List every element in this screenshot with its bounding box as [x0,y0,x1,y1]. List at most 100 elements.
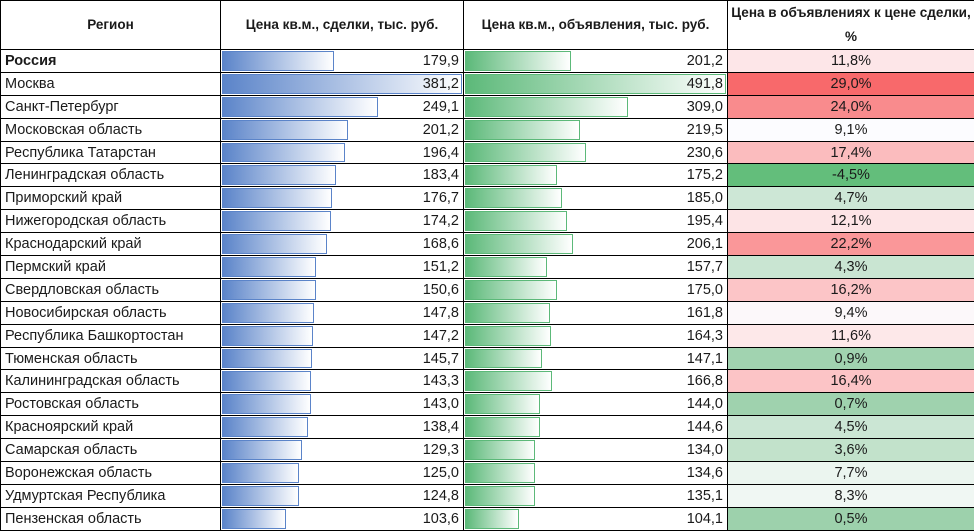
cell-region[interactable]: Новосибирская область [1,301,221,324]
cell-ratio[interactable]: 11,6% [728,324,974,347]
cell-region[interactable]: Приморский край [1,187,221,210]
cell-ratio[interactable]: 0,9% [728,347,974,370]
cell-region[interactable]: Краснодарский край [1,233,221,256]
cell-deal-price[interactable]: 183,4 [221,164,464,187]
cell-ratio[interactable]: 4,3% [728,256,974,279]
cell-ad-price[interactable]: 230,6 [464,141,728,164]
cell-deal-price[interactable]: 103,6 [221,507,464,530]
cell-deal-price[interactable]: 124,8 [221,484,464,507]
cell-region[interactable]: Московская область [1,118,221,141]
cell-region[interactable]: Ленинградская область [1,164,221,187]
cell-region[interactable]: Красноярский край [1,416,221,439]
cell-deal-price[interactable]: 174,2 [221,210,464,233]
cell-ad-price[interactable]: 195,4 [464,210,728,233]
cell-ratio[interactable]: 17,4% [728,141,974,164]
deal-value: 143,3 [423,373,463,389]
header-deal-price[interactable]: Цена кв.м., сделки, тыс. руб. [221,1,464,50]
cell-deal-price[interactable]: 168,6 [221,233,464,256]
cell-ad-price[interactable]: 166,8 [464,370,728,393]
cell-region[interactable]: Нижегородская область [1,210,221,233]
header-ratio[interactable]: Цена в объявлениях к цене сделки, % [728,1,974,50]
cell-region[interactable]: Воронежская область [1,462,221,485]
cell-ratio[interactable]: 7,7% [728,462,974,485]
cell-ratio[interactable]: 16,2% [728,278,974,301]
cell-ad-price[interactable]: 134,6 [464,462,728,485]
cell-ad-price[interactable]: 134,0 [464,439,728,462]
cell-region[interactable]: Пермский край [1,256,221,279]
cell-ratio[interactable]: 16,4% [728,370,974,393]
cell-ad-price[interactable]: 201,2 [464,50,728,73]
ad-value: 201,2 [687,53,727,69]
cell-deal-price[interactable]: 143,3 [221,370,464,393]
cell-deal-price[interactable]: 176,7 [221,187,464,210]
cell-ad-price[interactable]: 491,8 [464,72,728,95]
cell-region[interactable]: Республика Татарстан [1,141,221,164]
cell-deal-price[interactable]: 150,6 [221,278,464,301]
cell-ratio[interactable]: 0,7% [728,393,974,416]
cell-deal-price[interactable]: 125,0 [221,462,464,485]
cell-ad-price[interactable]: 157,7 [464,256,728,279]
cell-ad-price[interactable]: 219,5 [464,118,728,141]
cell-ratio[interactable]: 12,1% [728,210,974,233]
cell-ad-price[interactable]: 144,0 [464,393,728,416]
cell-ad-price[interactable]: 144,6 [464,416,728,439]
cell-ratio[interactable]: 9,1% [728,118,974,141]
cell-ad-price[interactable]: 175,0 [464,278,728,301]
cell-ad-price[interactable]: 164,3 [464,324,728,347]
cell-ratio[interactable]: 4,5% [728,416,974,439]
cell-ratio[interactable]: 24,0% [728,95,974,118]
cell-ratio[interactable]: 0,5% [728,507,974,530]
cell-region[interactable]: Свердловская область [1,278,221,301]
cell-region[interactable]: Калининградская область [1,370,221,393]
cell-region[interactable]: Пензенская область [1,507,221,530]
cell-ad-price[interactable]: 175,2 [464,164,728,187]
cell-deal-price[interactable]: 143,0 [221,393,464,416]
cell-ad-price[interactable]: 147,1 [464,347,728,370]
cell-ad-price[interactable]: 309,0 [464,95,728,118]
cell-deal-price[interactable]: 129,3 [221,439,464,462]
ad-value: 134,0 [687,442,727,458]
cell-region[interactable]: Республика Башкортостан [1,324,221,347]
cell-deal-price[interactable]: 179,9 [221,50,464,73]
data-bar-deal [222,303,314,323]
data-bar-deal [222,326,313,346]
data-bar-ad [465,371,552,391]
cell-region[interactable]: Санкт-Петербург [1,95,221,118]
header-region[interactable]: Регион [1,1,221,50]
cell-ratio[interactable]: -4,5% [728,164,974,187]
cell-ratio[interactable]: 29,0% [728,72,974,95]
cell-ratio[interactable]: 9,4% [728,301,974,324]
cell-deal-price[interactable]: 147,2 [221,324,464,347]
cell-ad-price[interactable]: 135,1 [464,484,728,507]
cell-deal-price[interactable]: 145,7 [221,347,464,370]
cell-deal-price[interactable]: 381,2 [221,72,464,95]
cell-region[interactable]: Ростовская область [1,393,221,416]
cell-deal-price[interactable]: 138,4 [221,416,464,439]
cell-region[interactable]: Москва [1,72,221,95]
cell-ratio[interactable]: 22,2% [728,233,974,256]
data-bar-ad [465,463,535,483]
cell-region[interactable]: Удмуртская Республика [1,484,221,507]
cell-ratio[interactable]: 3,6% [728,439,974,462]
cell-deal-price[interactable]: 147,8 [221,301,464,324]
cell-region[interactable]: Россия [1,50,221,73]
cell-ratio[interactable]: 11,8% [728,50,974,73]
cell-deal-price[interactable]: 196,4 [221,141,464,164]
cell-ratio[interactable]: 4,7% [728,187,974,210]
cell-deal-price[interactable]: 249,1 [221,95,464,118]
cell-ad-price[interactable]: 161,8 [464,301,728,324]
cell-ad-price[interactable]: 185,0 [464,187,728,210]
cell-deal-price[interactable]: 201,2 [221,118,464,141]
data-bar-ad [465,349,542,369]
cell-ad-price[interactable]: 104,1 [464,507,728,530]
cell-ad-price[interactable]: 206,1 [464,233,728,256]
header-ad-price[interactable]: Цена кв.м., объявления, тыс. руб. [464,1,728,50]
ad-value: 219,5 [687,122,727,138]
cell-deal-price[interactable]: 151,2 [221,256,464,279]
cell-region[interactable]: Самарская область [1,439,221,462]
cell-region[interactable]: Тюменская область [1,347,221,370]
deal-value: 145,7 [423,351,463,367]
cell-ratio[interactable]: 8,3% [728,484,974,507]
